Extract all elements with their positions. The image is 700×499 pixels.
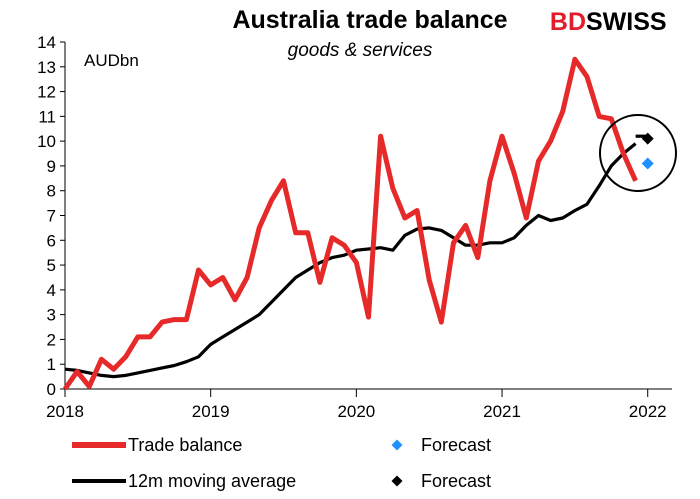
y-tick-label: 13 bbox=[37, 58, 56, 77]
highlight-circle bbox=[599, 114, 677, 192]
y-tick-label: 8 bbox=[47, 182, 56, 201]
x-tick-label: 2019 bbox=[192, 402, 230, 421]
legend-label: Forecast bbox=[421, 435, 491, 455]
legend-label: Trade balance bbox=[128, 435, 242, 455]
y-tick-label: 0 bbox=[47, 380, 56, 399]
chart-title: Australia trade balance bbox=[232, 6, 507, 34]
legend-label: 12m moving average bbox=[128, 471, 296, 491]
legend-diamond-swatch bbox=[391, 475, 403, 487]
bdswiss-logo: BD SWISS bbox=[550, 8, 667, 36]
logo-text-swiss: SWISS bbox=[586, 8, 667, 36]
x-tick-label: 2021 bbox=[483, 402, 521, 421]
y-tick-label: 9 bbox=[47, 157, 56, 176]
legend-item: Trade balance bbox=[72, 435, 242, 455]
y-tick-label: 6 bbox=[47, 231, 56, 250]
y-tick-label: 3 bbox=[47, 306, 56, 325]
x-tick-label: 2022 bbox=[629, 402, 667, 421]
chart-subtitle: goods & services bbox=[288, 40, 433, 61]
y-tick-label: 11 bbox=[38, 107, 56, 126]
y-tick-label: 12 bbox=[37, 83, 56, 102]
y-tick-label: 1 bbox=[47, 355, 56, 374]
y-tick-label: 7 bbox=[47, 207, 56, 226]
y-tick-label: 5 bbox=[47, 256, 56, 275]
y-tick-label: 10 bbox=[37, 132, 56, 151]
legend-label: Forecast bbox=[421, 471, 491, 491]
moving-average-line bbox=[64, 142, 637, 379]
legend-diamond-swatch bbox=[391, 439, 403, 451]
legend-item: Forecast bbox=[391, 471, 491, 491]
legend-item: Forecast bbox=[391, 435, 491, 455]
logo-text-bd: BD bbox=[550, 8, 586, 36]
legend-item: 12m moving average bbox=[72, 471, 296, 491]
x-tick-label: 2020 bbox=[337, 402, 375, 421]
x-axis: 2018 2019 2020 2021 2022 bbox=[46, 388, 672, 421]
forecast-moving-average-point bbox=[641, 132, 654, 145]
forecast-layer bbox=[641, 132, 654, 170]
trade-balance-line bbox=[62, 56, 638, 391]
y-tick-label: 14 bbox=[37, 33, 56, 52]
unit-label: AUDbn bbox=[84, 51, 139, 70]
y-tick-label: 4 bbox=[47, 281, 56, 300]
legend: Trade balance Forecast 12m moving average F… bbox=[72, 435, 491, 491]
y-tick-label: 2 bbox=[47, 330, 56, 349]
series-layer bbox=[62, 56, 648, 391]
forecast-trade-balance-point bbox=[641, 157, 654, 170]
x-tick-label: 2018 bbox=[46, 402, 84, 421]
